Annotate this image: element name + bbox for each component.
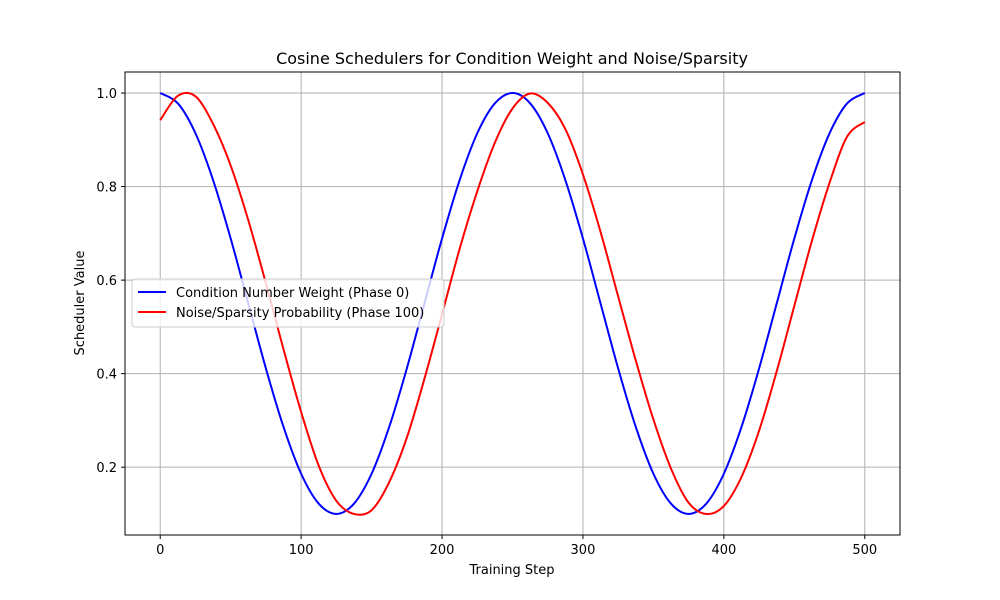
legend-box bbox=[131, 278, 445, 328]
y-axis-label: Scheduler Value bbox=[73, 251, 88, 356]
chart-title: Cosine Schedulers for Condition Weight a… bbox=[276, 49, 748, 68]
x-tick-label: 400 bbox=[711, 543, 736, 558]
x-tick-label: 0 bbox=[156, 543, 164, 558]
y-tick-label: 0.8 bbox=[96, 181, 117, 196]
y-tick-label: 0.2 bbox=[96, 461, 117, 476]
series-layer bbox=[159, 91, 866, 516]
x-tick-label: 500 bbox=[852, 543, 877, 558]
ticks: 0 100 200 300 400 500 0.2 0.4 0.6 0.8 1.0 bbox=[96, 87, 877, 558]
series-line-0 bbox=[159, 92, 866, 515]
legend-label-condition: Condition Number Weight (Phase 0) bbox=[176, 286, 409, 301]
x-tick-label: 300 bbox=[571, 543, 596, 558]
x-tick-label: 200 bbox=[430, 543, 455, 558]
y-tick-label: 0.6 bbox=[96, 274, 117, 289]
x-axis-label: Training Step bbox=[468, 563, 554, 578]
y-tick-label: 1.0 bbox=[96, 87, 117, 102]
plot-frame bbox=[124, 71, 901, 536]
legend: Condition Number Weight (Phase 0) Noise/… bbox=[131, 278, 445, 328]
legend-label-noise: Noise/Sparsity Probability (Phase 100) bbox=[176, 306, 424, 321]
grid bbox=[125, 72, 900, 535]
series-line-1 bbox=[159, 91, 866, 516]
x-tick-label: 100 bbox=[289, 543, 314, 558]
y-tick-label: 0.4 bbox=[96, 368, 117, 383]
